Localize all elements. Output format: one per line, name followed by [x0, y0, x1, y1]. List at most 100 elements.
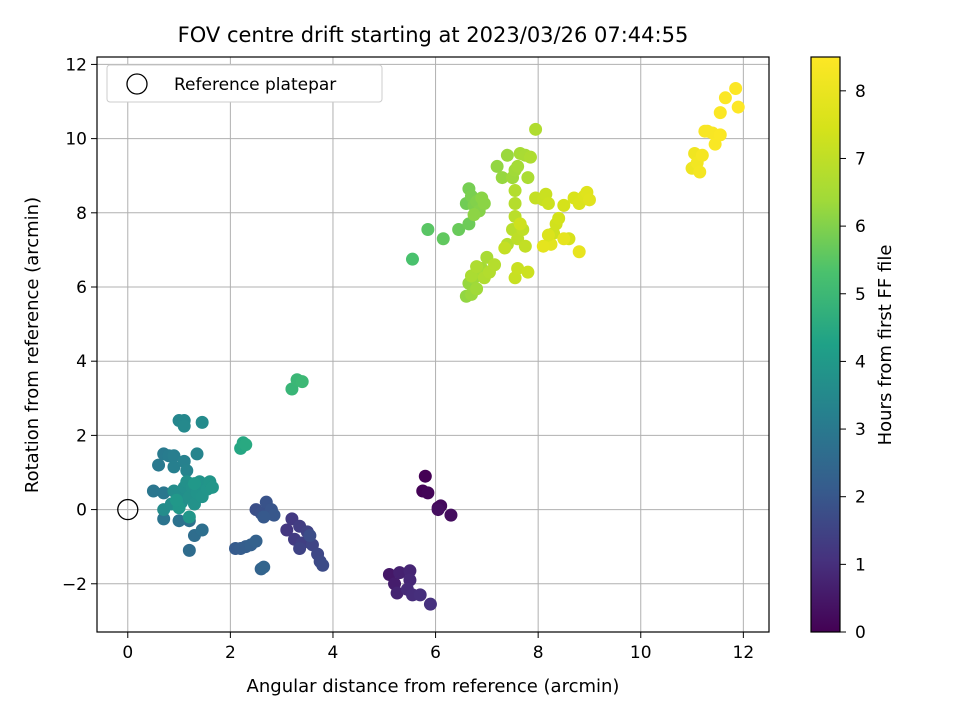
data-point [190, 447, 204, 461]
data-point [182, 510, 196, 524]
data-point [488, 258, 502, 272]
legend-box [106, 64, 383, 103]
y-tick-label: 12 [65, 55, 87, 75]
data-point [511, 159, 525, 173]
data-point [316, 558, 330, 572]
data-point [195, 415, 209, 429]
colorbar-tick-label: 6 [855, 217, 866, 237]
data-point [413, 588, 427, 602]
data-point [552, 211, 566, 225]
data-point [293, 542, 307, 556]
colorbar-ticks: 0 1 2 3 4 5 6 7 8 [840, 82, 866, 643]
colorbar-tick-label: 5 [855, 285, 866, 305]
x-axis-ticks: 0 2 4 6 8 10 12 [122, 632, 754, 663]
data-point [500, 148, 514, 162]
colorbar-tick-label: 1 [855, 555, 866, 575]
data-point [508, 197, 522, 211]
data-point [187, 477, 201, 491]
grid-lines [97, 57, 769, 632]
data-point [557, 232, 571, 246]
data-point [303, 529, 317, 543]
y-tick-label: 8 [76, 204, 87, 224]
x-tick-label: 0 [122, 643, 133, 663]
data-points [146, 82, 745, 611]
data-point [205, 480, 219, 494]
chart-title: FOV centre drift starting at 2023/03/26 … [178, 23, 689, 47]
colorbar-tick-label: 3 [855, 420, 866, 440]
data-point [436, 232, 450, 246]
x-tick-label: 4 [328, 643, 339, 663]
data-point [467, 208, 481, 222]
legend-marker-icon [126, 73, 148, 95]
data-point [390, 586, 404, 600]
data-point [508, 184, 522, 198]
data-point [695, 148, 709, 162]
data-point [257, 510, 271, 524]
colorbar-frame [810, 56, 841, 633]
data-point [157, 486, 171, 500]
y-tick-label: −2 [62, 575, 87, 595]
data-point [146, 484, 160, 498]
colorbar-gradient [811, 57, 840, 632]
colorbar-tick-label: 4 [855, 352, 866, 372]
data-point [421, 223, 435, 236]
x-tick-label: 10 [630, 643, 652, 663]
data-point [167, 460, 181, 474]
data-point [280, 523, 294, 537]
legend: Reference platepar [106, 64, 383, 103]
data-point [257, 560, 271, 574]
legend-entry-reference: Reference platepar [174, 75, 336, 95]
y-tick-label: 10 [65, 130, 87, 150]
y-axis-ticks: −2 0 2 4 6 8 10 12 [62, 55, 97, 595]
data-point [541, 197, 555, 211]
data-point [249, 534, 263, 548]
data-point [170, 493, 184, 507]
x-tick-label: 2 [225, 643, 236, 663]
data-point [718, 91, 732, 105]
y-tick-label: 6 [76, 278, 87, 298]
data-point [152, 458, 166, 472]
data-point [405, 252, 419, 266]
data-point [393, 566, 407, 580]
x-tick-label: 12 [733, 643, 755, 663]
x-tick-label: 8 [533, 643, 544, 663]
data-point [180, 464, 194, 478]
x-tick-label: 6 [430, 643, 441, 663]
data-point [431, 503, 445, 517]
data-point [418, 469, 432, 483]
y-tick-label: 0 [76, 501, 87, 521]
data-point [177, 419, 191, 433]
data-point [713, 106, 727, 120]
y-axis-label: Rotation from reference (arcmin) [22, 197, 43, 493]
data-point [267, 508, 281, 522]
data-point [452, 223, 466, 236]
data-point [470, 282, 484, 296]
data-point [511, 261, 525, 275]
data-point [582, 193, 596, 207]
data-point [172, 514, 186, 528]
data-point [195, 523, 209, 537]
plot-frame [96, 56, 770, 633]
x-axis-label: Angular distance from reference (arcmin) [247, 676, 620, 697]
data-point [470, 260, 484, 274]
data-point [490, 159, 504, 173]
data-point [529, 122, 543, 136]
data-point [729, 82, 743, 96]
data-point [495, 171, 509, 185]
colorbar-tick-label: 8 [855, 82, 866, 102]
data-point [536, 239, 550, 253]
data-point [295, 375, 309, 389]
y-tick-label: 4 [76, 352, 87, 372]
y-tick-label: 2 [76, 426, 87, 446]
reference-platepar-marker [117, 498, 139, 521]
colorbar-tick-label: 7 [855, 149, 866, 169]
data-point [731, 100, 745, 114]
data-point [693, 165, 707, 179]
data-point [167, 449, 181, 463]
data-point [572, 245, 586, 259]
data-point [403, 564, 417, 578]
data-point [521, 265, 535, 279]
data-point [541, 228, 555, 242]
data-point [444, 508, 458, 522]
